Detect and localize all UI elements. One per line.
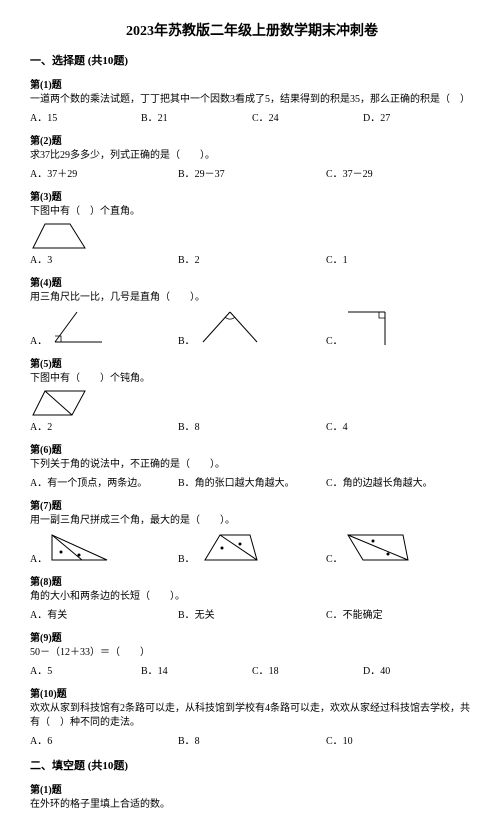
q4-label-a: A． [30,332,47,347]
q4-label-b: B． [178,332,195,347]
q9-choice-d: D．40 [363,662,474,677]
q4-num: 第(4)题 [30,274,474,289]
fq1-text: 在外环的格子里填上合适的数。 [30,798,474,812]
q6-choice-c: C．角的边越长角越大。 [326,474,474,489]
q7-label-c: C． [326,550,343,565]
q1-choice-c: C．24 [252,109,363,124]
q3-trapezoid-figure [30,221,90,251]
q6-choice-b: B．角的张口越大角越大。 [178,474,326,489]
q4-angle-a-figure [47,307,107,347]
q1-num: 第(1)题 [30,76,474,91]
q6-choice-a: A．有一个顶点，两条边。 [30,474,178,489]
q8-choice-a: A．有关 [30,606,178,621]
q7-choice-a: A． [30,530,178,565]
q9-choices: A．5 B．14 C．18 D．40 [30,662,474,677]
q10-num: 第(10)题 [30,685,474,700]
q2-choices: A．37＋29 B．29－37 C．37－29 [30,165,474,180]
q1-choice-b: B．21 [141,109,252,124]
q7-triangles-c-figure [343,530,413,565]
q5-choice-b: B．8 [178,418,326,433]
q8-choice-c: C．不能确定 [326,606,474,621]
q1-choice-d: D．27 [363,109,474,124]
q10-text: 欢欢从家到科技馆有2条路可以走，从科技馆到学校有4条路可以走，欢欢从家经过科技馆… [30,702,474,730]
q3-choice-b: B．2 [178,251,326,266]
q4-choice-a: A． [30,307,178,347]
q9-num: 第(9)题 [30,629,474,644]
q10-choice-a: A．6 [30,732,178,747]
q9-choice-c: C．18 [252,662,363,677]
q2-choice-a: A．37＋29 [30,165,178,180]
q6-text: 下列关于角的说法中，不正确的是（ ）。 [30,458,474,472]
q6-choices: A．有一个顶点，两条边。 B．角的张口越大角越大。 C．角的边越长角越大。 [30,474,474,489]
q4-text: 用三角尺比一比，几号是直角（ ）。 [30,291,474,305]
q9-choice-a: A．5 [30,662,141,677]
q7-choices: A． B． C． [30,530,474,565]
q4-angle-b-figure [195,307,265,347]
q1-choices: A．15 B．21 C．24 D．27 [30,109,474,124]
q4-label-c: C． [326,332,343,347]
q4-choices: A． B． C． [30,307,474,347]
q1-text: 一道两个数的乘法试题，丁丁把其中一个因数3看成了5，结果得到的积是35，那么正确… [30,93,474,107]
q8-num: 第(8)题 [30,573,474,588]
q5-text: 下图中有（ ）个钝角。 [30,372,474,386]
q3-choice-a: A．3 [30,251,178,266]
q7-label-a: A． [30,550,47,565]
q5-num: 第(5)题 [30,355,474,370]
section-2-heading: 二、填空题 (共10题) [30,757,474,773]
q5-choice-a: A．2 [30,418,178,433]
q7-label-b: B． [178,550,195,565]
q8-choices: A．有关 B．无关 C．不能确定 [30,606,474,621]
q2-num: 第(2)题 [30,132,474,147]
q3-num: 第(3)题 [30,188,474,203]
q7-choice-b: B． [178,530,326,565]
q3-text: 下图中有（ ）个直角。 [30,205,474,219]
q7-text: 用一副三角尺拼成三个角，最大的是（ ）。 [30,514,474,528]
section-1-heading: 一、选择题 (共10题) [30,52,474,68]
q4-choice-c: C． [326,307,474,347]
page-title: 2023年苏教版二年级上册数学期末冲刺卷 [30,20,474,40]
q1-choice-a: A．15 [30,109,141,124]
q10-choice-b: B．8 [178,732,326,747]
q10-choice-c: C．10 [326,732,474,747]
q9-text: 50－（12＋33）＝（ ） [30,646,474,660]
q8-text: 角的大小和两条边的长短（ ）。 [30,590,474,604]
q5-parallelogram-figure [30,388,90,418]
q5-choices: A．2 B．8 C．4 [30,418,474,433]
q3-choice-c: C．1 [326,251,474,266]
q4-angle-c-figure [343,307,393,347]
q9-choice-b: B．14 [141,662,252,677]
q4-choice-b: B． [178,307,326,347]
fq1-num: 第(1)题 [30,781,474,796]
q2-choice-b: B．29－37 [178,165,326,180]
q8-choice-b: B．无关 [178,606,326,621]
q2-choice-c: C．37－29 [326,165,474,180]
q7-triangles-a-figure [47,530,117,565]
q7-triangles-b-figure [195,530,265,565]
q5-choice-c: C．4 [326,418,474,433]
q3-choices: A．3 B．2 C．1 [30,251,474,266]
q7-choice-c: C． [326,530,474,565]
q2-text: 求37比29多多少，列式正确的是（ ）。 [30,149,474,163]
q10-choices: A．6 B．8 C．10 [30,732,474,747]
q7-num: 第(7)题 [30,497,474,512]
q6-num: 第(6)题 [30,441,474,456]
